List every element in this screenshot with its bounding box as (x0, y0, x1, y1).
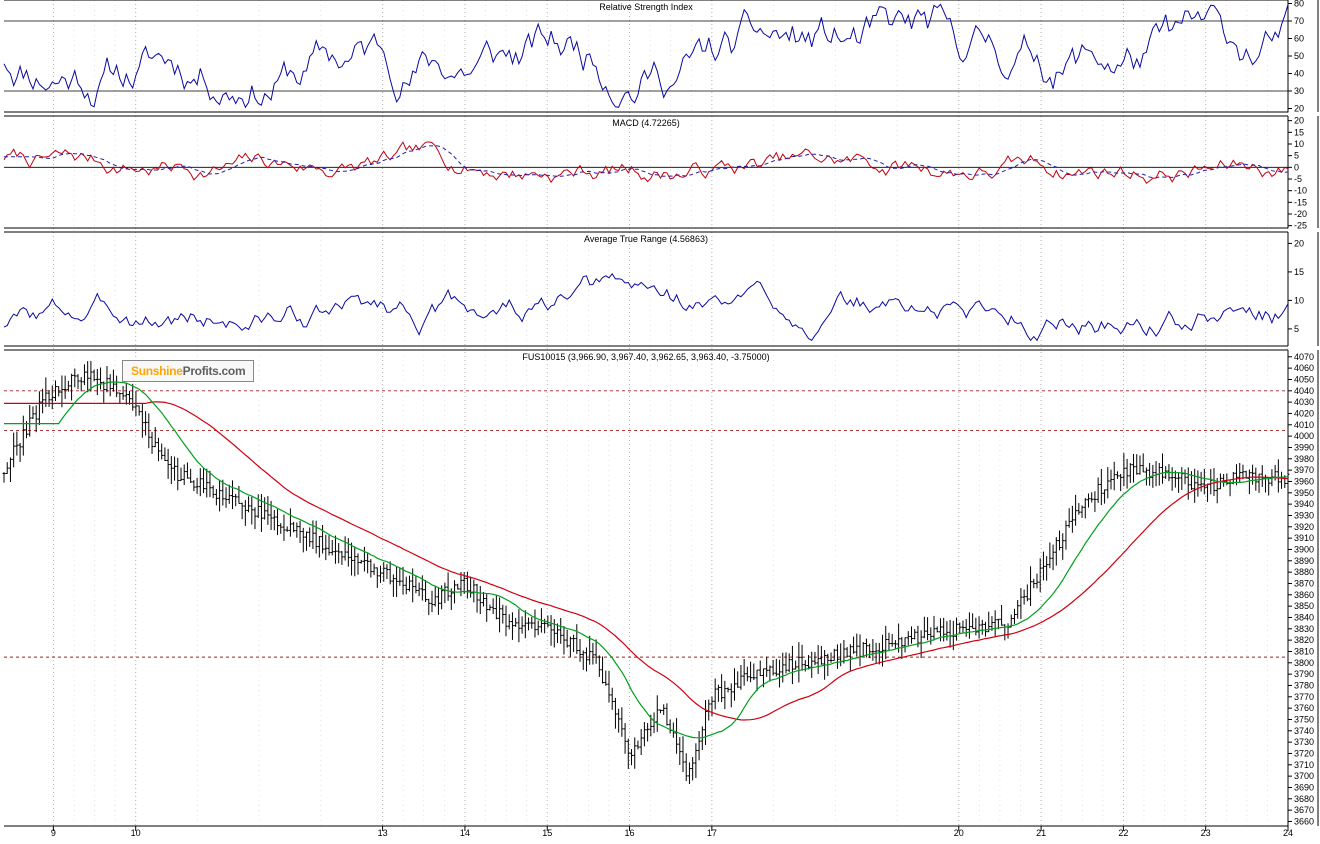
svg-text:3840: 3840 (1294, 612, 1314, 622)
svg-text:22: 22 (1118, 828, 1128, 838)
svg-text:3950: 3950 (1294, 488, 1314, 498)
svg-text:4030: 4030 (1294, 397, 1314, 407)
svg-text:3660: 3660 (1294, 816, 1314, 826)
svg-text:3910: 3910 (1294, 533, 1314, 543)
svg-text:-20: -20 (1294, 209, 1307, 219)
panel-atr: 5 10 15 20 Average True Range (4.56863) (4, 232, 1318, 346)
svg-text:20: 20 (954, 828, 964, 838)
panel-macd: -25 -20 -15-10 -5 05 10 1520 MACD (4.72265) (4, 116, 1318, 231)
svg-text:3960: 3960 (1294, 476, 1314, 486)
svg-text:3920: 3920 (1294, 522, 1314, 532)
svg-text:4040: 4040 (1294, 386, 1314, 396)
svg-text:3890: 3890 (1294, 556, 1314, 566)
svg-text:3820: 3820 (1294, 635, 1314, 645)
svg-text:16: 16 (625, 828, 635, 838)
svg-text:10: 10 (1294, 295, 1304, 305)
svg-text:20: 20 (1294, 238, 1304, 248)
svg-text:20: 20 (1294, 116, 1304, 126)
watermark-text-1: Sunshine (131, 364, 183, 378)
svg-text:3850: 3850 (1294, 601, 1314, 611)
svg-text:3970: 3970 (1294, 465, 1314, 475)
svg-text:3930: 3930 (1294, 510, 1314, 520)
svg-text:9: 9 (51, 828, 56, 838)
watermark-badge: SunshineProfits.com (122, 360, 254, 382)
svg-text:3750: 3750 (1294, 714, 1314, 724)
svg-text:3940: 3940 (1294, 499, 1314, 509)
svg-text:3760: 3760 (1294, 703, 1314, 713)
svg-text:3740: 3740 (1294, 726, 1314, 736)
svg-text:5: 5 (1294, 151, 1299, 161)
svg-text:20: 20 (1294, 104, 1304, 114)
svg-text:-25: -25 (1294, 221, 1307, 231)
svg-text:70: 70 (1294, 16, 1304, 26)
ma-slow-line (4, 402, 1288, 720)
svg-text:-10: -10 (1294, 186, 1307, 196)
svg-text:3710: 3710 (1294, 760, 1314, 770)
svg-text:-5: -5 (1294, 174, 1302, 184)
svg-text:10: 10 (131, 828, 141, 838)
svg-text:40: 40 (1294, 69, 1304, 79)
svg-text:3670: 3670 (1294, 805, 1314, 815)
svg-text:3720: 3720 (1294, 748, 1314, 758)
price-bars (3, 361, 1290, 784)
svg-text:4070: 4070 (1294, 352, 1314, 362)
svg-text:3790: 3790 (1294, 669, 1314, 679)
svg-text:4010: 4010 (1294, 420, 1314, 430)
svg-text:Relative Strength Index: Relative Strength Index (599, 2, 693, 12)
svg-text:4050: 4050 (1294, 374, 1314, 384)
svg-text:4060: 4060 (1294, 363, 1314, 373)
svg-text:14: 14 (460, 828, 470, 838)
svg-text:3690: 3690 (1294, 782, 1314, 792)
svg-text:3900: 3900 (1294, 544, 1314, 554)
svg-text:3680: 3680 (1294, 794, 1314, 804)
svg-text:3880: 3880 (1294, 567, 1314, 577)
svg-text:3870: 3870 (1294, 578, 1314, 588)
svg-text:5: 5 (1294, 324, 1299, 334)
svg-text:3990: 3990 (1294, 442, 1314, 452)
svg-text:23: 23 (1201, 828, 1211, 838)
svg-text:30: 30 (1294, 86, 1304, 96)
svg-text:15: 15 (1294, 267, 1304, 277)
svg-text:10: 10 (1294, 139, 1304, 149)
svg-text:15: 15 (542, 828, 552, 838)
svg-text:21: 21 (1036, 828, 1046, 838)
svg-text:50: 50 (1294, 51, 1304, 61)
svg-text:24: 24 (1283, 828, 1293, 838)
svg-text:3730: 3730 (1294, 737, 1314, 747)
svg-text:17: 17 (707, 828, 717, 838)
ma-fast-line (4, 382, 1288, 738)
svg-text:80: 80 (1294, 0, 1304, 9)
svg-text:4000: 4000 (1294, 431, 1314, 441)
svg-text:3800: 3800 (1294, 658, 1314, 668)
svg-text:15: 15 (1294, 127, 1304, 137)
svg-text:Average True Range (4.56863): Average True Range (4.56863) (584, 234, 708, 244)
svg-text:60: 60 (1294, 34, 1304, 44)
watermark-text-2: Profits.com (183, 364, 246, 378)
svg-text:3780: 3780 (1294, 680, 1314, 690)
svg-text:4020: 4020 (1294, 408, 1314, 418)
svg-text:-15: -15 (1294, 197, 1307, 207)
svg-text:3770: 3770 (1294, 692, 1314, 702)
svg-text:3860: 3860 (1294, 590, 1314, 600)
svg-text:3810: 3810 (1294, 646, 1314, 656)
multi-panel-chart: 20304050607080Relative Strength Index-25… (0, 0, 1320, 844)
svg-text:3830: 3830 (1294, 624, 1314, 634)
panel-rsi: 20 30 40 50 60 70 80 Relative Strength Index (4, 0, 1318, 114)
svg-text:FUS10015 (3,966.90, 3,967.40,: FUS10015 (3,966.90, 3,967.40, 3,962.65, … (522, 352, 769, 362)
svg-text:MACD (4.72265): MACD (4.72265) (612, 118, 680, 128)
svg-text:3700: 3700 (1294, 771, 1314, 781)
panel-price: 366036703680 369037003710 372037303740 3750… (3, 350, 1319, 826)
svg-text:13: 13 (378, 828, 388, 838)
svg-text:3980: 3980 (1294, 454, 1314, 464)
svg-text:0: 0 (1294, 162, 1299, 172)
